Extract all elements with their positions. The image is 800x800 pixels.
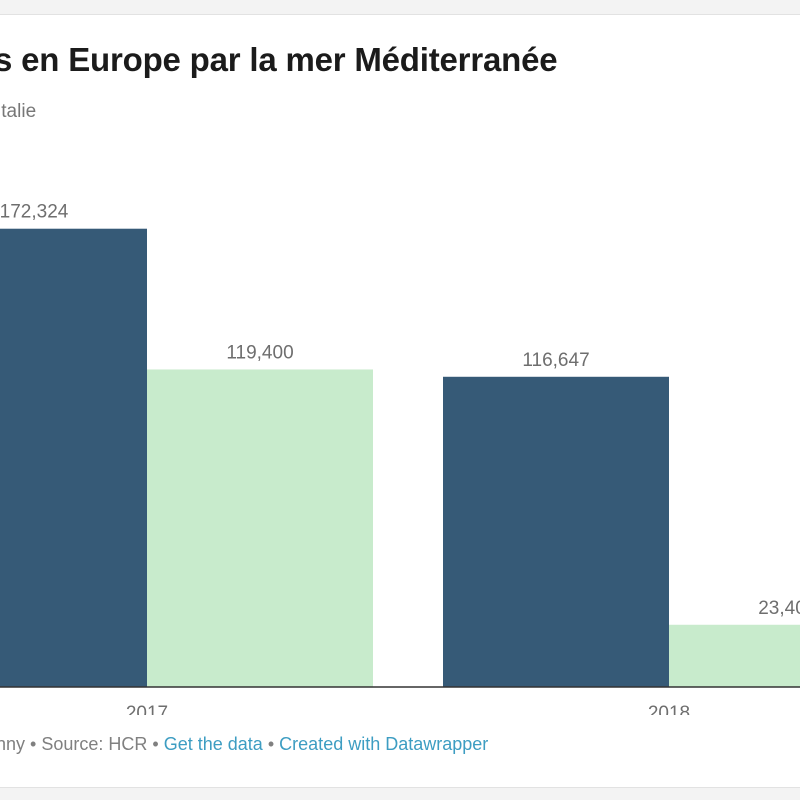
bar-value-label: 119,400 — [226, 342, 293, 363]
footer-separator: • — [30, 734, 37, 754]
footer-separator: • — [267, 734, 275, 754]
chart-title: s en Europe par la mer Méditerranée — [0, 41, 558, 78]
get-the-data-link[interactable]: Get the data — [163, 734, 263, 754]
datawrapper-link[interactable]: Created with Datawrapper — [279, 734, 489, 754]
bar-2018-series-2 — [669, 624, 800, 687]
bar-2017-series-1 — [0, 228, 147, 687]
bar-value-label: 172,324 — [0, 202, 69, 223]
bar-2018-series-1 — [443, 376, 669, 687]
bar-value-label: 23,40 — [758, 598, 800, 619]
chart-card: s en Europe par la mer Méditerranée Ital… — [0, 14, 800, 788]
footer-separator: • — [152, 734, 159, 754]
x-tick-label: 2017 — [126, 703, 168, 715]
footer-source: Source: HCR — [41, 734, 148, 754]
bar-chart: 172,324 119,400 2017 116,647 23,40 2018 — [0, 202, 800, 715]
chart-footer: nny • Source: HCR • Get the data • Creat… — [0, 734, 488, 755]
bar-2017-series-2 — [147, 369, 373, 687]
x-tick-label: 2018 — [648, 703, 690, 715]
bar-value-label: 116,647 — [522, 350, 589, 371]
chart-subtitle: Italie — [0, 101, 37, 122]
footer-credit: nny — [0, 734, 26, 754]
